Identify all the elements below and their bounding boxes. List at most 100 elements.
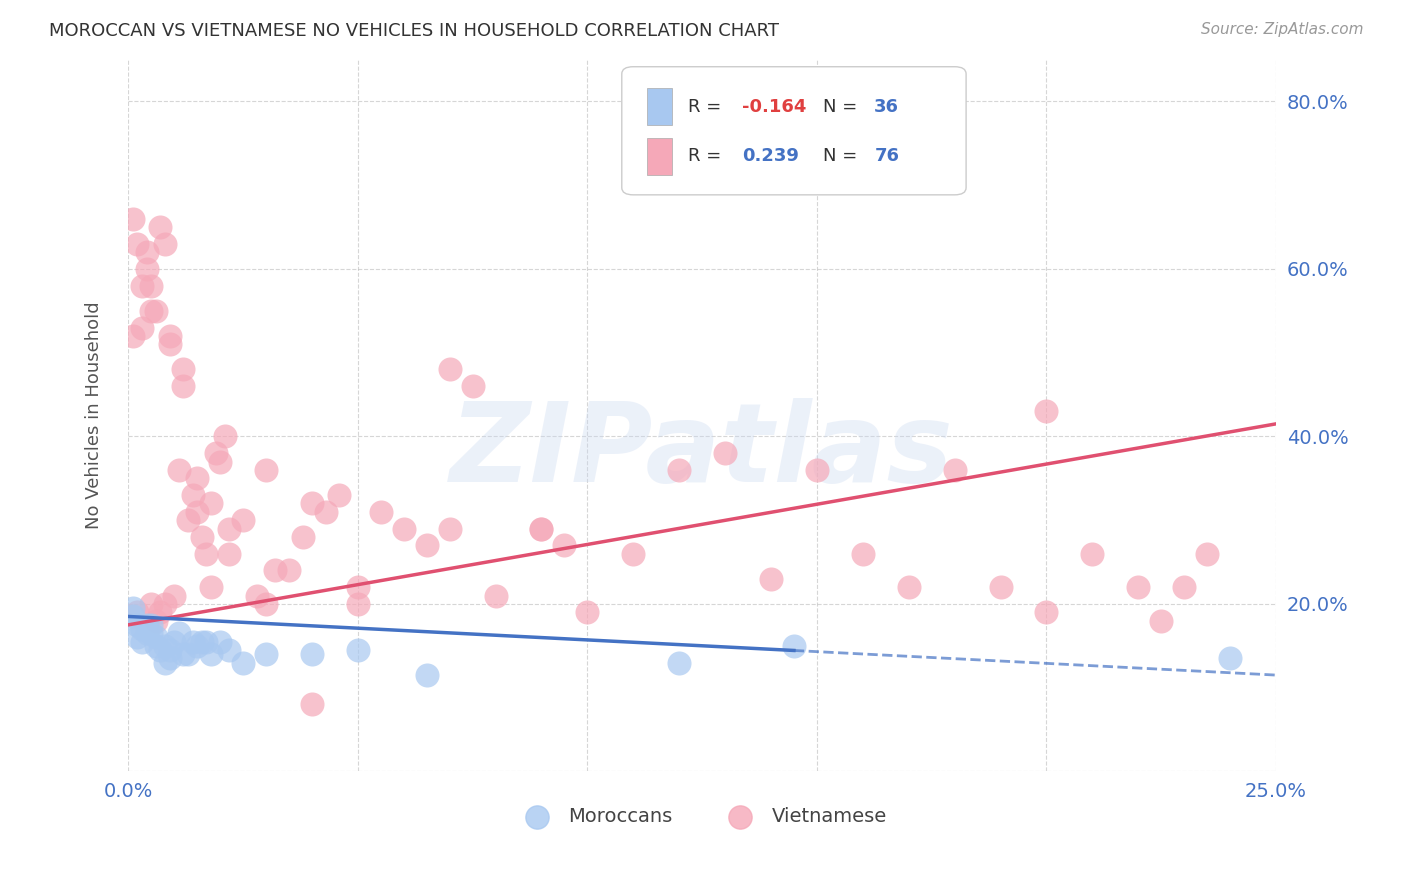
Text: MOROCCAN VS VIETNAMESE NO VEHICLES IN HOUSEHOLD CORRELATION CHART: MOROCCAN VS VIETNAMESE NO VEHICLES IN HO… <box>49 22 779 40</box>
Point <box>415 538 437 552</box>
Point <box>897 580 920 594</box>
Point <box>141 303 163 318</box>
Point <box>181 488 204 502</box>
Text: R =: R = <box>689 147 733 165</box>
Point <box>415 668 437 682</box>
Text: -0.164: -0.164 <box>742 97 807 116</box>
Point <box>172 647 194 661</box>
Bar <box>647 138 672 175</box>
Point <box>186 471 208 485</box>
Point <box>127 236 149 251</box>
Point <box>254 647 277 661</box>
Point <box>347 597 370 611</box>
Point <box>177 647 200 661</box>
Point <box>315 505 337 519</box>
Point <box>347 580 370 594</box>
Point <box>200 580 222 594</box>
Legend: Moroccans, Vietnamese: Moroccans, Vietnamese <box>517 806 887 826</box>
Point <box>1173 580 1195 594</box>
Text: 76: 76 <box>875 147 900 165</box>
Point <box>621 547 644 561</box>
Point <box>153 597 176 611</box>
Point <box>990 580 1012 594</box>
Text: N =: N = <box>823 97 863 116</box>
Point <box>141 597 163 611</box>
Point <box>218 522 240 536</box>
Point <box>145 631 167 645</box>
Point <box>530 522 553 536</box>
Point <box>195 547 218 561</box>
Point <box>576 605 599 619</box>
Point <box>153 236 176 251</box>
Point <box>181 634 204 648</box>
Point <box>145 639 167 653</box>
Point <box>254 463 277 477</box>
Point <box>159 337 181 351</box>
Point <box>177 513 200 527</box>
Point <box>172 362 194 376</box>
Point <box>246 589 269 603</box>
Point <box>806 463 828 477</box>
Point <box>131 320 153 334</box>
Point <box>159 329 181 343</box>
Point <box>1197 547 1219 561</box>
Point <box>127 631 149 645</box>
Point <box>1035 605 1057 619</box>
Point <box>439 522 461 536</box>
Point <box>195 634 218 648</box>
Point <box>186 505 208 519</box>
FancyBboxPatch shape <box>621 67 966 194</box>
Point <box>1081 547 1104 561</box>
Point <box>1128 580 1150 594</box>
Point <box>190 634 212 648</box>
Point <box>291 530 314 544</box>
Point <box>668 656 690 670</box>
Point <box>141 617 163 632</box>
Point <box>264 563 287 577</box>
Point <box>153 656 176 670</box>
Point <box>714 446 737 460</box>
Point <box>759 572 782 586</box>
Point <box>186 639 208 653</box>
Point <box>135 617 157 632</box>
Point <box>135 245 157 260</box>
Text: 0.239: 0.239 <box>742 147 799 165</box>
Point <box>209 454 232 468</box>
Point <box>131 278 153 293</box>
Point <box>254 597 277 611</box>
Point <box>135 262 157 277</box>
Point <box>131 622 153 636</box>
Point <box>852 547 875 561</box>
Point <box>943 463 966 477</box>
Point <box>122 211 145 226</box>
Point <box>461 379 484 393</box>
Point <box>145 614 167 628</box>
Point <box>301 496 323 510</box>
Point <box>122 609 145 624</box>
Point <box>127 617 149 632</box>
Point <box>163 589 186 603</box>
Text: 36: 36 <box>875 97 900 116</box>
Point <box>209 634 232 648</box>
Point <box>159 643 181 657</box>
Point <box>159 651 181 665</box>
Point <box>1150 614 1173 628</box>
Text: R =: R = <box>689 97 727 116</box>
Point <box>167 463 190 477</box>
Point <box>204 446 226 460</box>
Point <box>172 379 194 393</box>
Point <box>439 362 461 376</box>
Point <box>200 496 222 510</box>
Point <box>153 639 176 653</box>
Point <box>214 429 236 443</box>
Point <box>370 505 392 519</box>
Point <box>218 643 240 657</box>
Point <box>149 605 172 619</box>
Point <box>149 643 172 657</box>
Point <box>127 605 149 619</box>
Point <box>530 522 553 536</box>
Point <box>328 488 350 502</box>
Point <box>149 220 172 235</box>
Point <box>141 626 163 640</box>
Bar <box>647 88 672 125</box>
